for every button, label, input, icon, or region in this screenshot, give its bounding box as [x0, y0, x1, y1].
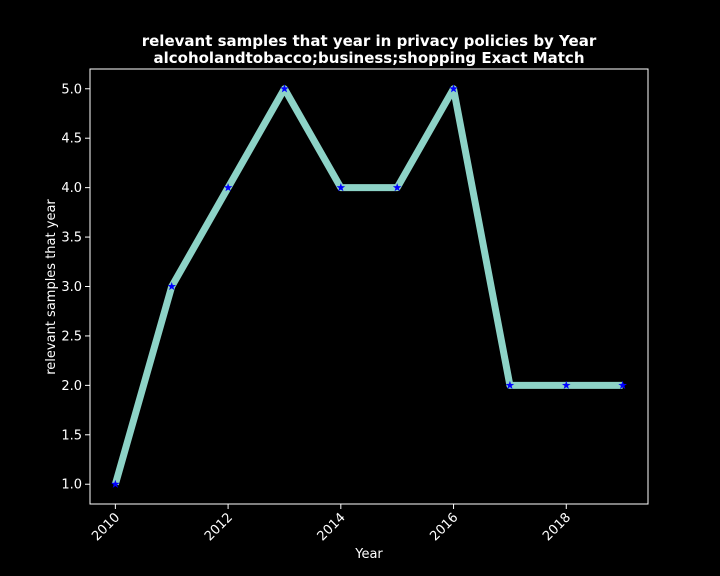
y-tick-label: 4.0 — [61, 181, 82, 196]
data-point-star-icon — [223, 183, 233, 192]
y-tick-label: 3.5 — [61, 231, 82, 246]
y-tick-label: 1.5 — [61, 428, 82, 443]
data-point-star-icon — [392, 183, 402, 192]
series-line — [111, 85, 623, 486]
data-point-star-icon — [561, 380, 571, 389]
data-point-star-icon — [449, 84, 458, 93]
data-point-star-icon — [336, 183, 346, 192]
data-point-star-icon — [618, 380, 627, 389]
data-point-star-icon — [111, 479, 120, 488]
x-axis-label: Year — [354, 547, 383, 562]
y-tick-label: 2.0 — [61, 379, 82, 394]
y-axis-label: relevant samples that year — [44, 199, 59, 375]
y-tick-label: 1.0 — [61, 478, 82, 493]
y-axis: 1.0 1.5 2.0 2.5 3.0 3.5 4.0 4.5 5.0 — [61, 82, 90, 493]
y-tick-label: 2.5 — [61, 329, 82, 344]
data-point-star-icon — [280, 84, 289, 93]
y-tick-label: 5.0 — [61, 82, 82, 97]
y-tick-label: 4.5 — [61, 132, 82, 147]
y-tick-label: 3.0 — [61, 280, 82, 295]
chart-title-line-1: relevant samples that year in privacy po… — [142, 32, 597, 50]
data-point-star-icon — [167, 282, 177, 291]
data-point-star-icon — [505, 380, 515, 389]
plot-area — [111, 84, 627, 488]
chart-title-line-2: alcoholandtobacco;business;shopping Exac… — [153, 49, 584, 67]
